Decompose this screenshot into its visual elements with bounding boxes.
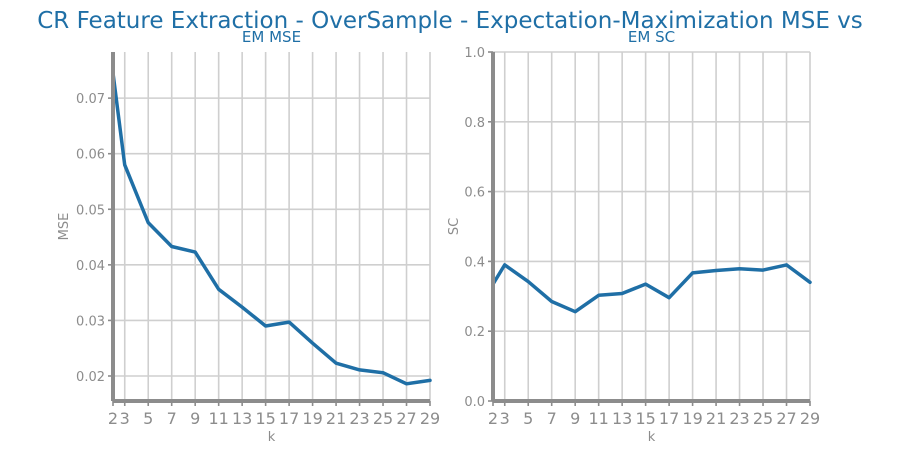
x-tick-label: 19 — [302, 409, 322, 428]
x-tick-label: 19 — [682, 409, 702, 428]
x-tick-label: 15 — [635, 409, 655, 428]
x-tick-label: 17 — [279, 409, 299, 428]
x-tick-label: 9 — [570, 409, 580, 428]
y-axis-label: MSE — [57, 213, 72, 241]
x-axis-label: k — [648, 430, 656, 445]
x-tick-label: 5 — [523, 409, 533, 428]
subplot-title: EM MSE — [242, 28, 301, 46]
x-tick-label: 23 — [729, 409, 749, 428]
x-tick-label: 27 — [776, 409, 796, 428]
x-tick-label: 21 — [706, 409, 726, 428]
y-tick-label: 0.8 — [464, 116, 485, 131]
x-tick-label: 17 — [659, 409, 679, 428]
x-tick-label: 29 — [800, 409, 820, 428]
y-tick-label: 1.0 — [464, 46, 485, 61]
x-tick-label: 3 — [500, 409, 510, 428]
y-tick-label: 0.04 — [76, 259, 105, 274]
series-line — [491, 263, 812, 314]
x-tick-label: 7 — [547, 409, 557, 428]
y-tick-label: 0.6 — [464, 186, 485, 201]
x-tick-label: 15 — [255, 409, 275, 428]
x-tick-label: 23 — [349, 409, 369, 428]
x-tick-label: 21 — [326, 409, 346, 428]
x-tick-label: 25 — [373, 409, 393, 428]
x-tick-label: 13 — [612, 409, 632, 428]
y-tick-label: 0.4 — [464, 255, 485, 270]
x-tick-label: 25 — [753, 409, 773, 428]
x-tick-label: 5 — [143, 409, 153, 428]
x-tick-label: 11 — [208, 409, 228, 428]
subplot-title: EM SC — [628, 28, 675, 46]
x-tick-label: 2 — [488, 409, 498, 428]
chart-panel-sc: 2 3 5 7 9 11 13 15 17 19 21 23 25 27 290.00.20.40.60.8… — [447, 28, 820, 445]
y-tick-label: 0.2 — [464, 325, 485, 340]
figure-title: CR Feature Extraction - OverSample - Exp… — [37, 8, 863, 34]
y-tick-label: 0.07 — [76, 92, 105, 107]
x-tick-label: 11 — [588, 409, 608, 428]
y-tick-label: 0.06 — [76, 148, 105, 163]
x-tick-label: 3 — [120, 409, 130, 428]
chart-panel-mse: 2 3 5 7 9 11 13 15 17 19 21 23 25 27 290.020.030.040.0… — [57, 28, 440, 445]
x-tick-label: 27 — [396, 409, 416, 428]
x-tick-label: 29 — [420, 409, 440, 428]
y-tick-label: 0.05 — [76, 203, 105, 218]
y-axis-label: SC — [447, 218, 462, 235]
x-tick-label: 2 — [108, 409, 118, 428]
series-line — [111, 71, 432, 386]
x-axis-label: k — [268, 430, 276, 445]
y-tick-label: 0.0 — [464, 395, 485, 410]
y-tick-label: 0.02 — [76, 370, 105, 385]
x-tick-label: 9 — [190, 409, 200, 428]
x-tick-label: 13 — [232, 409, 252, 428]
x-tick-label: 7 — [167, 409, 177, 428]
y-tick-label: 0.03 — [76, 314, 105, 329]
